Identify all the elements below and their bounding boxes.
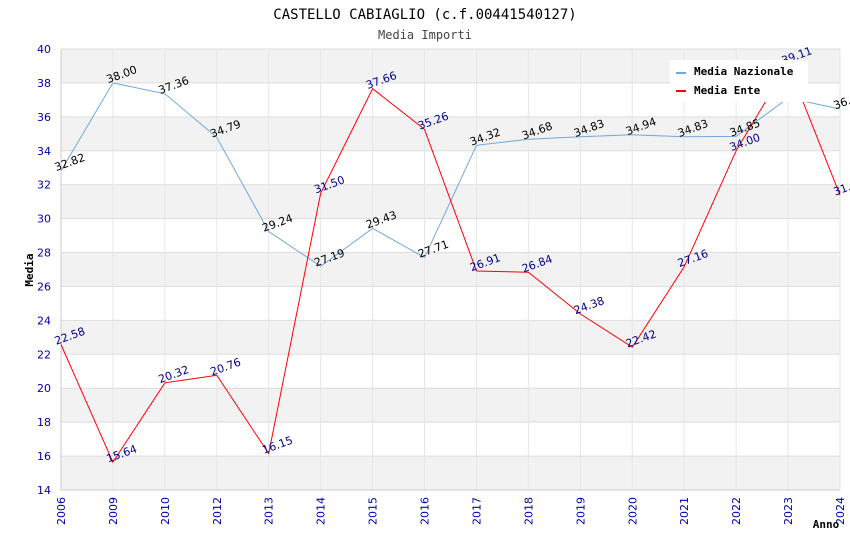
x-tick-label: 2019 — [574, 497, 587, 525]
y-tick-labels: 14 16 18 20 22 24 26 28 30 32 34 36 38 40 — [37, 43, 51, 497]
y-tick-label: 18 — [37, 416, 51, 429]
series-lines — [60, 62, 841, 464]
y-axis-title: Media — [23, 253, 36, 286]
grid-band — [61, 218, 840, 253]
y-tick-label: 38 — [37, 77, 51, 90]
x-tick-label: 2020 — [626, 497, 639, 525]
legend-label-media-ente: Media Ente — [694, 84, 761, 97]
y-tick-label: 34 — [37, 145, 51, 158]
x-tick-label: 2016 — [419, 497, 432, 525]
x-tick-label: 2012 — [211, 497, 224, 525]
x-tick-label: 2010 — [159, 497, 172, 525]
grid-bands — [61, 49, 840, 490]
y-tick-label: 14 — [37, 484, 51, 497]
x-tick-label: 2024 — [834, 497, 847, 525]
y-tick-label: 40 — [37, 43, 51, 56]
y-tick-label: 20 — [37, 382, 51, 395]
y-tick-label: 28 — [37, 247, 51, 260]
series-line-media-ente — [60, 62, 841, 464]
x-tick-label: 2021 — [678, 497, 691, 525]
legend-box — [670, 60, 808, 102]
grid-band — [61, 286, 840, 321]
grid-band — [61, 320, 840, 355]
y-tick-label: 16 — [37, 450, 51, 463]
grid-band — [61, 388, 840, 423]
grid-band — [61, 116, 840, 151]
legend: Media Nazionale Media Ente — [670, 60, 808, 102]
y-tick-label: 30 — [37, 213, 51, 226]
grid-band — [61, 252, 840, 287]
x-tick-label: 2018 — [522, 497, 535, 525]
x-tick-label: 2006 — [55, 497, 68, 525]
x-tick-label: 2017 — [470, 497, 483, 525]
y-tick-label: 24 — [37, 314, 51, 327]
x-tick-label: 2013 — [263, 497, 276, 525]
grid-lines — [60, 48, 841, 491]
x-tick-label: 2022 — [730, 497, 743, 525]
x-tick-label: 2023 — [782, 497, 795, 525]
x-tick-labels: 2006 2009 2010 2012 2013 2014 2015 2016 2017 2018… — [55, 497, 847, 525]
axes — [60, 49, 840, 491]
x-tick-label: 2009 — [107, 497, 120, 525]
grid-band — [61, 422, 840, 457]
y-tick-label: 22 — [37, 348, 51, 361]
x-axis-title: Anno — [813, 518, 840, 531]
y-tick-label: 36 — [37, 111, 51, 124]
chart-title: CASTELLO CABIAGLIO (c.f.00441540127) — [273, 7, 576, 23]
grid-band — [61, 456, 840, 490]
x-tick-label: 2014 — [315, 497, 328, 525]
y-tick-label: 26 — [37, 280, 51, 293]
chart-subtitle: Media Importi — [378, 28, 472, 42]
y-tick-label: 32 — [37, 179, 51, 192]
grid-band — [61, 354, 840, 389]
x-tick-label: 2015 — [367, 497, 380, 525]
grid-band — [61, 150, 840, 185]
legend-label-media-nazionale: Media Nazionale — [694, 65, 794, 78]
